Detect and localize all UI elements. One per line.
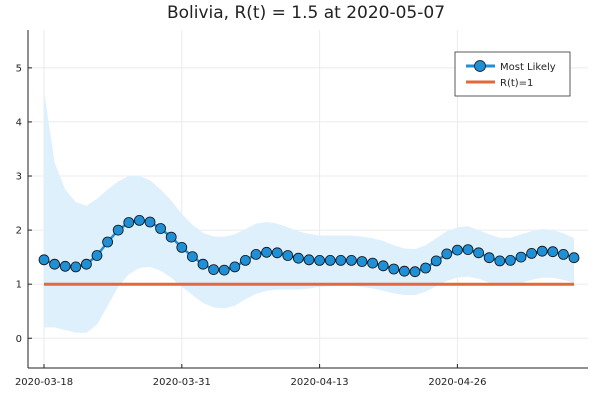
data-point-most-likely	[250, 248, 262, 260]
legend-box	[454, 51, 571, 97]
x-tick-label: 2020-04-26	[428, 377, 486, 388]
data-point-most-likely	[483, 252, 495, 264]
legend: Most Likely R(t)=1	[454, 51, 571, 97]
data-point-most-likely	[197, 258, 209, 270]
chart-title: Bolivia, R(t) = 1.5 at 2020-05-07	[167, 3, 445, 23]
data-point-most-likely	[133, 214, 145, 226]
y-tick-label: 5	[16, 63, 22, 74]
data-point-most-likely	[70, 261, 82, 273]
data-point-most-likely	[239, 254, 251, 266]
data-point-most-likely	[176, 241, 188, 253]
data-point-most-likely	[102, 236, 113, 248]
data-point-most-likely	[568, 252, 580, 264]
y-tick-label: 4	[16, 117, 22, 128]
data-point-most-likely	[81, 258, 92, 270]
data-point-most-likely	[526, 247, 537, 259]
legend-label-rt1: R(t)=1	[500, 78, 533, 89]
data-point-most-likely	[155, 223, 167, 234]
data-point-most-likely	[282, 250, 294, 261]
data-point-most-likely	[377, 260, 389, 272]
data-point-most-likely	[388, 263, 400, 275]
data-point-most-likely	[547, 246, 559, 258]
data-point-most-likely	[261, 246, 273, 258]
data-point-most-likely	[144, 216, 156, 228]
data-point-most-likely	[38, 254, 50, 266]
axis-layer: 0 1 2 3 4 5 2020-03-18 2020-03-31 2020-04-13 2020…	[15, 30, 588, 388]
data-point-most-likely	[292, 252, 304, 264]
data-point-most-likely	[186, 251, 198, 263]
data-point-most-likely	[504, 254, 516, 266]
series-layer	[38, 214, 580, 286]
x-tick-label: 2020-03-31	[153, 377, 211, 388]
data-point-most-likely	[49, 258, 60, 270]
data-point-most-likely	[558, 248, 569, 260]
confidence-band	[44, 90, 574, 333]
legend-label-most-likely: Most Likely	[500, 62, 556, 73]
data-point-most-likely	[218, 264, 230, 276]
data-point-most-likely	[451, 244, 463, 256]
data-point-most-likely	[420, 262, 432, 274]
data-point-most-likely	[303, 254, 315, 266]
x-tick-label: 2020-04-13	[291, 377, 349, 388]
data-point-most-likely	[335, 254, 347, 266]
y-tick-label: 2	[16, 226, 22, 237]
data-point-most-likely	[91, 250, 103, 261]
data-point-most-likely	[165, 231, 177, 243]
y-tick-label: 3	[16, 172, 22, 183]
data-point-most-likely	[515, 251, 527, 263]
data-point-most-likely	[462, 244, 474, 256]
data-point-most-likely	[430, 255, 442, 267]
data-point-most-likely	[441, 248, 453, 260]
data-point-most-likely	[59, 260, 71, 272]
data-point-most-likely	[123, 217, 135, 228]
data-point-most-likely	[356, 256, 368, 267]
data-point-most-likely	[314, 254, 326, 266]
y-tick-label: 0	[16, 334, 22, 345]
x-tick-label: 2020-03-18	[15, 377, 73, 388]
data-point-most-likely	[494, 255, 506, 267]
data-point-most-likely	[208, 264, 220, 276]
y-tick-label: 1	[16, 280, 22, 291]
data-point-most-likely	[112, 224, 124, 236]
data-point-most-likely	[229, 261, 241, 273]
data-point-most-likely	[271, 247, 283, 259]
data-point-most-likely	[398, 265, 410, 277]
data-point-most-likely	[473, 247, 485, 259]
data-point-most-likely	[536, 245, 548, 257]
legend-marker-most-likely	[474, 60, 486, 72]
confidence-band-layer	[44, 90, 574, 333]
data-point-most-likely	[345, 254, 357, 266]
data-point-most-likely	[324, 254, 336, 266]
data-point-most-likely	[409, 266, 421, 278]
data-point-most-likely	[367, 257, 379, 269]
